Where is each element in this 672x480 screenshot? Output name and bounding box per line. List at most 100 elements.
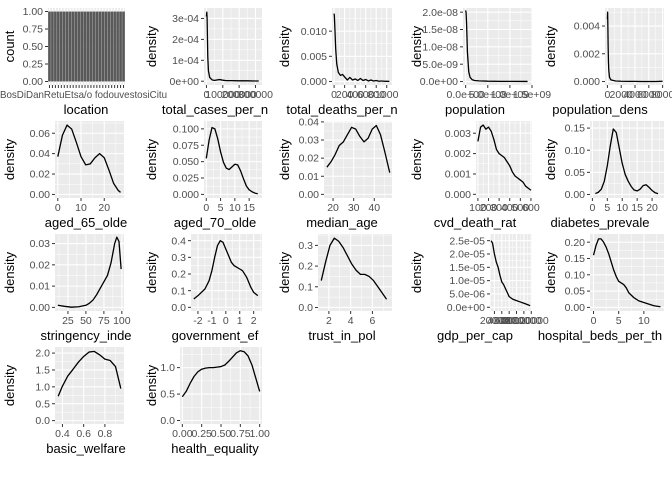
x-tick-label: 500 [512,202,530,214]
x-tick-label: 0.25 [191,428,212,440]
bar-france [86,11,90,82]
y-axis-title: density [409,251,424,293]
density-line [181,350,261,398]
density-line [592,238,661,308]
x-tick-labels-overlapping: BosDiDanRetuEtsa/o fodouvestosiCitu [0,89,167,101]
y-tick-label: 0.1 [171,285,186,297]
x-tick-label: 4000 [623,89,647,101]
bar-brazil [51,11,54,82]
density-line [595,128,659,195]
y-axis-title: density [543,251,558,293]
x-tick-label: 25 [62,315,74,327]
panel-background [490,234,532,311]
y-axis-title: density [277,138,292,180]
x-tick-label: 100000 [205,89,240,101]
x-tick-label: 75 [98,315,110,327]
x-tick-label: -2 [193,315,202,327]
y-tick-label: 2e-04 [172,34,199,46]
y-tick-label: 0.050 [173,156,199,168]
facet-panel-stringency_inde: 0.00 0.01 0.02 0.03 25 50 75 100stringency_inde… [2,234,132,343]
y-tick-label: 0.00 [565,189,586,201]
y-tick-label: 0.025 [173,173,199,185]
density-line [205,126,258,195]
y-axis-title: density [2,364,17,406]
x-axis-title: aged_65_olde [45,215,127,230]
density-line [465,10,528,83]
y-tick-label: 0.75 [23,24,44,36]
panel-background [590,121,664,198]
bar-chile [59,11,63,82]
x-axis-title: aged_70_olde [174,215,256,230]
x-tick-label: 20 [646,202,658,214]
density-line [320,237,388,300]
y-tick-label: 0.00 [30,302,51,314]
y-tick-label: 0.01 [299,171,320,183]
y-tick-label: 0.50 [23,41,44,53]
y-tick-label: 0.25 [23,59,44,71]
x-tick-label: 15 [631,202,643,214]
y-tick-label: 0.0 [35,415,50,427]
x-tick-label: 60000 [495,315,524,327]
x-axis-title: total_cases_per_n [162,102,268,117]
y-tick-label: 1.00 [23,6,44,18]
y-tick-label: 0.01 [30,281,51,293]
x-tick-label: 5 [218,202,224,214]
y-axis-title: density [144,138,159,180]
x-tick-label: 20000 [480,315,509,327]
x-tick-label: 50 [80,315,92,327]
y-tick-label: 0.003 [445,128,471,140]
x-axis-title: hospital_beds_per_th [538,328,662,343]
bar-netherlands [119,11,122,82]
panel-background [191,234,262,311]
x-axis-title: cvd_death_rat [434,215,517,230]
x-tick-label: 0.0e+00 [447,89,485,101]
density-line [606,11,663,83]
density-line [205,11,259,82]
density-line [333,13,390,83]
panel-background [332,8,392,85]
y-tick-label: 1.5e-08 [422,24,458,36]
y-tick-label: 0.000 [574,76,600,88]
y-tick-label: 5.0e-06 [449,289,485,301]
y-axis-title: density [144,25,159,67]
x-tick-label: -1 [207,315,216,327]
x-tick-label: 100 [469,202,487,214]
facet-panel-total_deaths_per_n: 0.000 0.005 0.010 02004006008001000total_de… [277,8,399,117]
x-tick-label: 0 [604,89,610,101]
x-tick-label: 600 [357,89,375,101]
y-tick-label: 0.000 [301,76,327,88]
x-tick-label: 400 [346,89,364,101]
x-tick-label: 6 [369,315,375,327]
y-tick-label: 0.02 [30,259,51,271]
bar-hungary [95,11,99,82]
facet-panel-aged_70_olde: 0.000 0.025 0.050 0.075 0.100 0 5 10 15aged_70_o… [144,121,262,230]
bar-denmark [74,11,78,82]
panel-background [590,234,664,311]
y-tick-label: 0.010 [301,26,327,38]
y-tick-label: 0.3 [171,252,186,264]
y-tick-label: 0.00 [30,189,51,201]
x-tick-label: 10 [638,315,650,327]
x-tick-label: 200 [336,89,354,101]
y-tick-label: 0.001 [445,169,471,181]
bar-bosnia-and-herzegovina [48,11,51,82]
x-tick-label: 1 [237,315,243,327]
y-axis-title: density [2,251,17,293]
panel-background [318,234,392,311]
x-axis-title: gdp_per_cap [437,328,513,343]
x-tick-label: 1.0e+09 [491,89,529,101]
y-tick-label: 0.000 [173,189,199,201]
y-tick-label: 0.075 [173,140,199,152]
y-tick-label: 0.05 [565,286,586,298]
y-tick-label: 0.03 [30,238,51,250]
bar-ecuador [77,11,81,82]
y-tick-label: 2.0e-05 [449,249,485,261]
x-tick-label: 10 [616,202,628,214]
y-tick-label: 0.4 [171,235,186,247]
x-tick-label: 1.5e+09 [513,89,551,101]
y-tick-label: 0.05 [565,167,586,179]
y-tick-label: 0.10 [565,269,586,281]
bar-finland [83,11,87,82]
y-tick-label: 0e+00 [170,76,200,88]
